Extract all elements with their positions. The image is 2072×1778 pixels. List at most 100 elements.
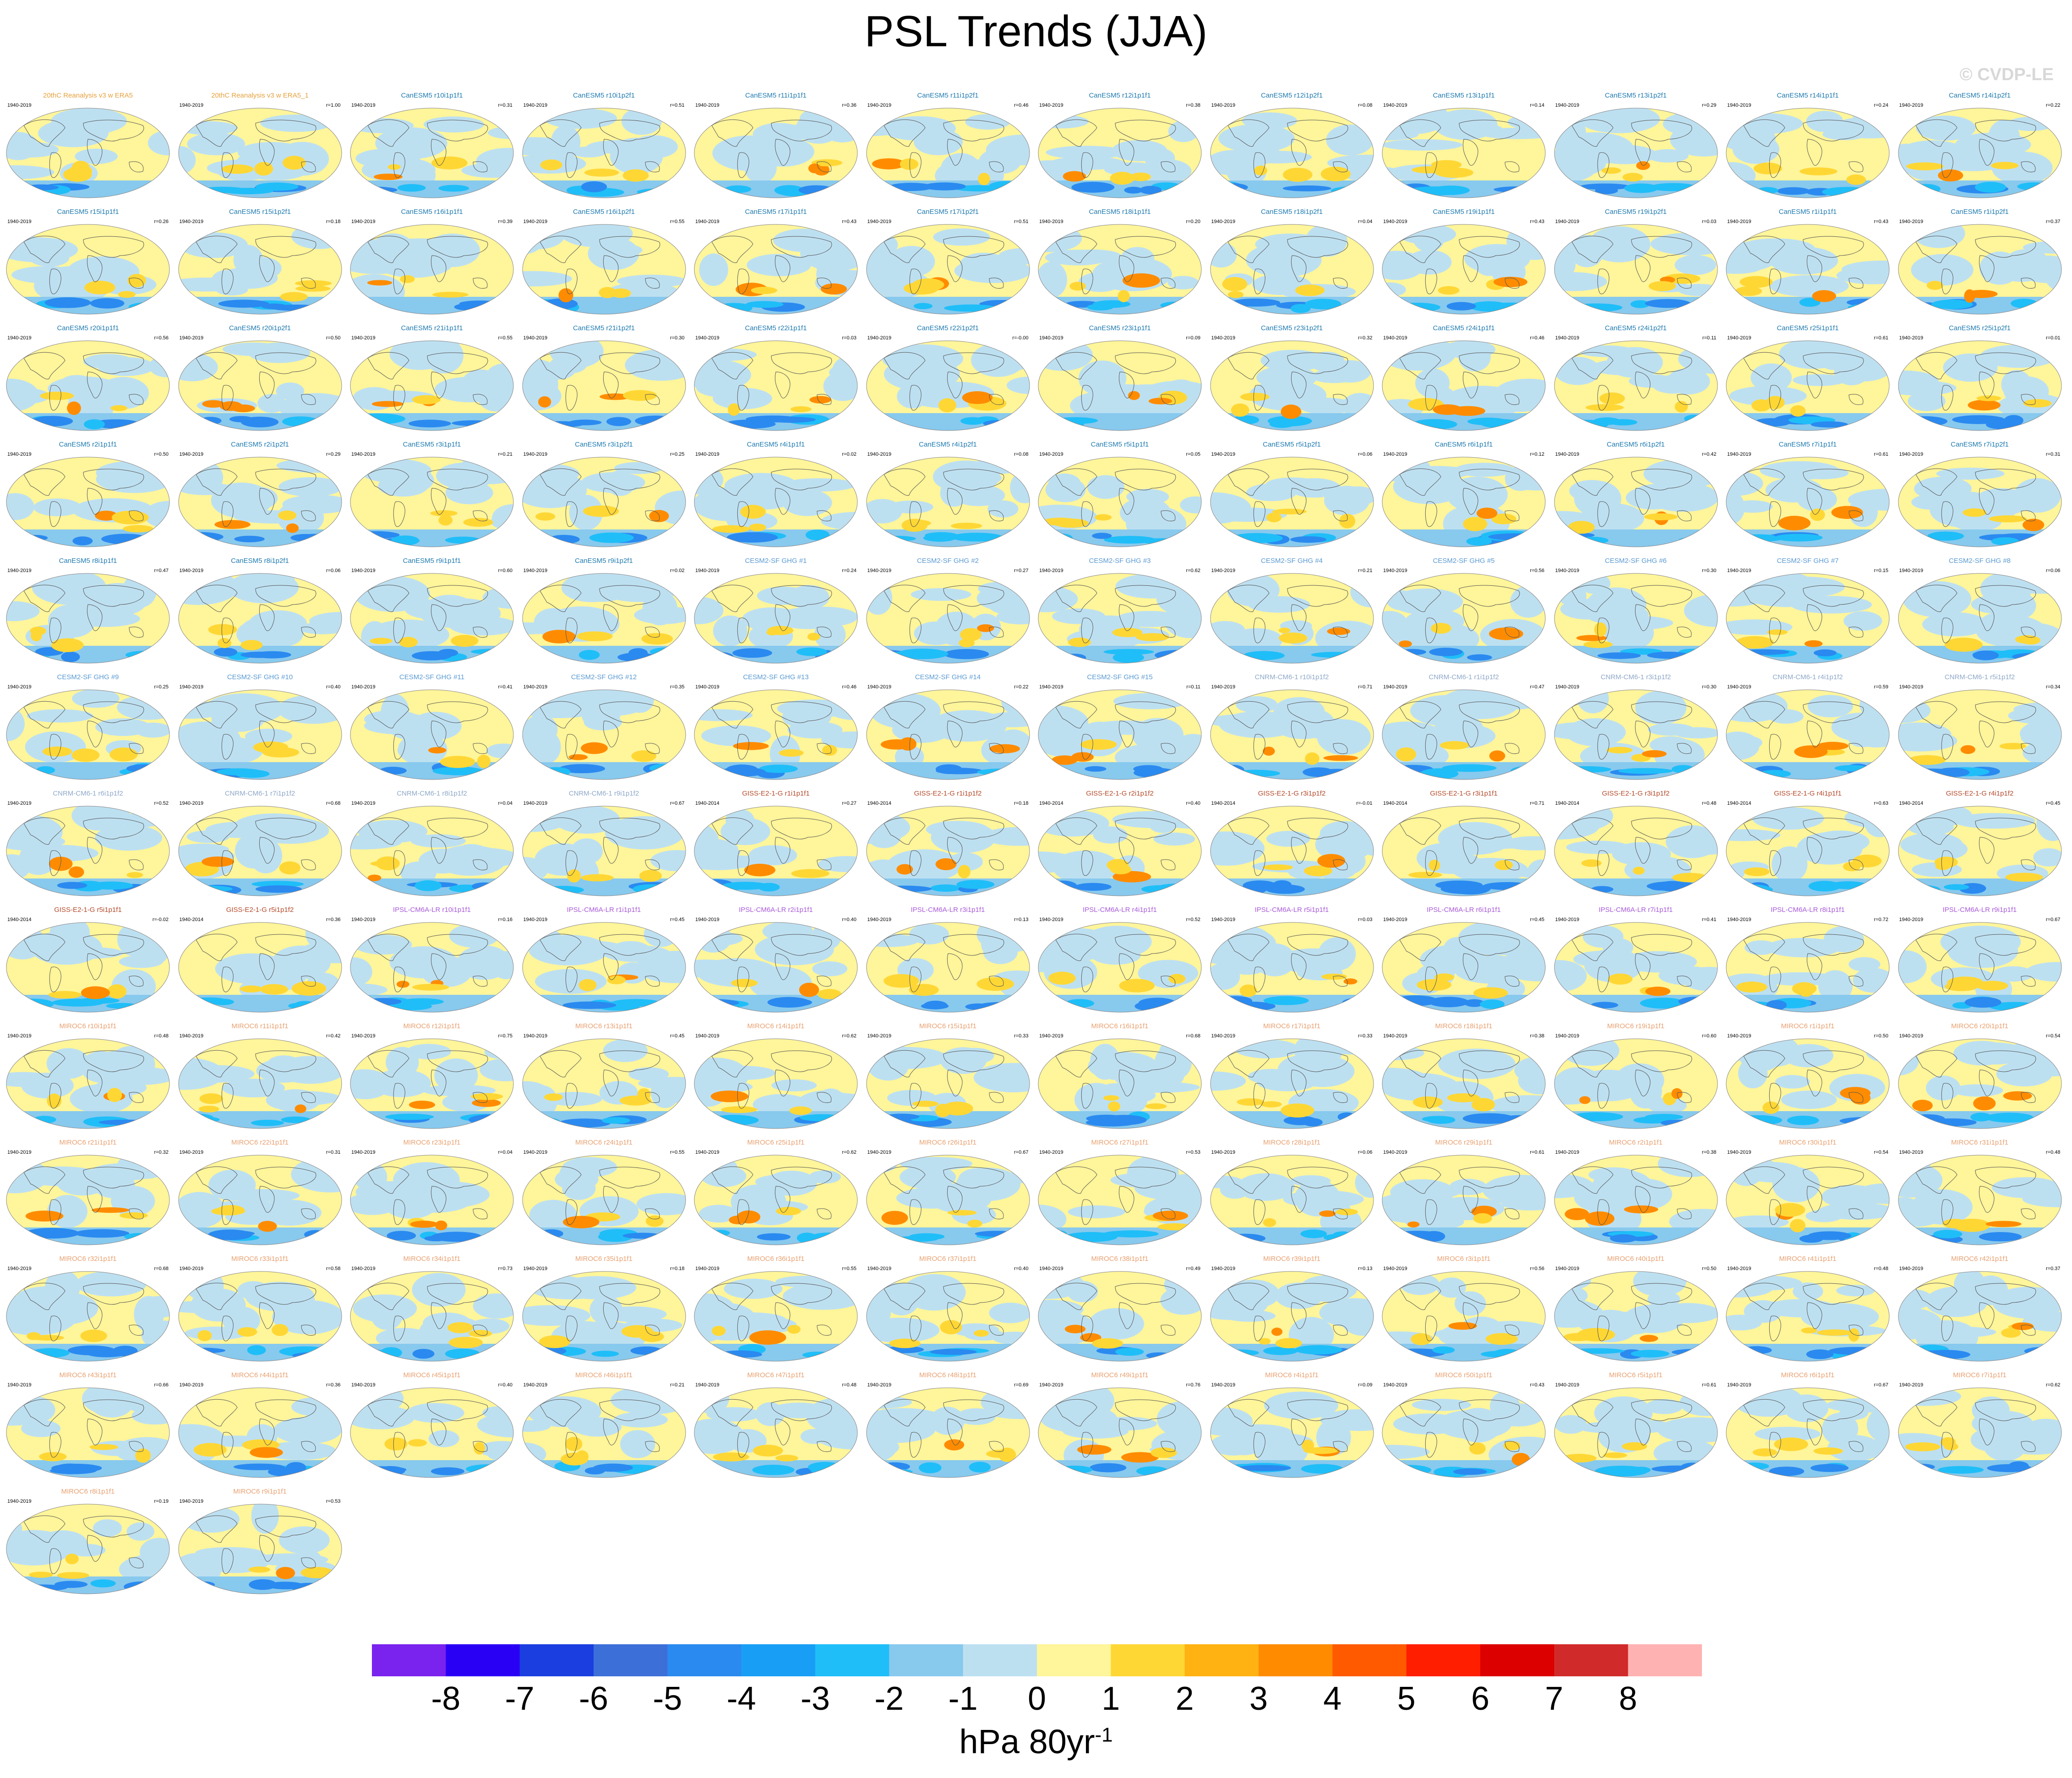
- panel-correlation: r=0.18: [1014, 801, 1029, 806]
- map-panel: MIROC6 r22i1p1f1 1940-2019 r=0.31: [178, 1139, 343, 1246]
- colorbar-tick-label: 6: [1471, 1680, 1490, 1717]
- trend-map: [6, 1271, 170, 1362]
- map-panel: CanESM5 r24i1p1f1 1940-2019 r=0.46: [1381, 324, 1546, 432]
- panel-correlation: r=0.46: [842, 684, 857, 690]
- map-panel: MIROC6 r47i1p1f1 1940-2019 r=0.48: [693, 1371, 858, 1479]
- panel-title: MIROC6 r10i1p1f1: [59, 1022, 117, 1030]
- panel-title: MIROC6 r15i1p1f1: [919, 1022, 977, 1030]
- panel-period: 1940-2019: [1039, 335, 1063, 341]
- panel-correlation: r=0.33: [1014, 1033, 1029, 1039]
- panel-correlation: r=0.67: [670, 801, 685, 806]
- colorbar-tick-label: -8: [431, 1680, 461, 1717]
- panel-title: MIROC6 r27i1p1f1: [1091, 1139, 1149, 1146]
- trend-map: [522, 1271, 686, 1362]
- trend-map: [350, 922, 514, 1013]
- panel-correlation: r=0.62: [2046, 1382, 2061, 1388]
- panel-title: MIROC6 r35i1p1f1: [575, 1255, 633, 1263]
- map-panel: MIROC6 r28i1p1f1 1940-2019 r=0.06: [1210, 1139, 1374, 1246]
- map-panel: IPSL-CM6A-LR r2i1p1f1 1940-2019 r=0.40: [693, 906, 858, 1014]
- map-panel: CESM2-SF GHG #6 1940-2019 r=0.30: [1554, 557, 1718, 665]
- panel-title: CanESM5 r22i1p1f1: [745, 324, 807, 332]
- trend-map: [522, 1155, 686, 1245]
- map-panel: MIROC6 r30i1p1f1 1940-2019 r=0.54: [1725, 1139, 1890, 1246]
- panel-period: 1940-2019: [523, 1266, 548, 1271]
- panel-period: 1940-2019: [523, 684, 548, 690]
- colorbar-tick-label: 5: [1397, 1680, 1416, 1717]
- panel-correlation: r=0.59: [1874, 684, 1889, 690]
- map-panel: MIROC6 r33i1p1f1 1940-2019 r=0.58: [178, 1255, 343, 1363]
- panel-period: 1940-2019: [867, 1266, 892, 1271]
- colorbar-tick-label: 3: [1249, 1680, 1268, 1717]
- map-panel: IPSL-CM6A-LR r6i1p1f1 1940-2019 r=0.45: [1381, 906, 1546, 1014]
- map-panel: CanESM5 r13i1p1f1 1940-2019 r=0.14: [1381, 92, 1546, 199]
- panel-correlation: r=0.22: [2046, 103, 2061, 108]
- panel-title: CNRM-CM6-1 r10i1p1f2: [1254, 673, 1329, 681]
- panel-period: 1940-2019: [179, 1382, 204, 1388]
- panel-correlation: r=0.31: [326, 1150, 341, 1155]
- panel-period: 1940-2019: [351, 684, 376, 690]
- panel-correlation: r=0.08: [1014, 452, 1029, 457]
- trend-map: [178, 922, 342, 1013]
- trend-map: [866, 1387, 1030, 1478]
- panel-correlation: r=0.27: [1014, 568, 1029, 573]
- map-panel: MIROC6 r15i1p1f1 1940-2019 r=0.33: [866, 1022, 1031, 1130]
- panel-correlation: r=0.09: [1358, 1382, 1373, 1388]
- trend-map: [694, 1387, 858, 1478]
- colorbar-tick-label: -5: [653, 1680, 682, 1717]
- panel-title: CanESM5 r6i1p1f1: [1434, 441, 1493, 448]
- panel-title: IPSL-CM6A-LR r3i1p1f1: [911, 906, 985, 914]
- panel-title: CanESM5 r8i1p1f1: [59, 557, 117, 565]
- trend-map: [6, 340, 170, 431]
- panel-correlation: r=0.46: [1530, 335, 1545, 341]
- panel-title: CanESM5 r20i1p1f1: [57, 324, 119, 332]
- trend-map: [1210, 689, 1374, 780]
- panel-period: 1940-2019: [1211, 103, 1236, 108]
- panel-title: CESM2-SF GHG #13: [743, 673, 809, 681]
- panel-title: MIROC6 r1i1p1f1: [1781, 1022, 1835, 1030]
- panel-title: CESM2-SF GHG #5: [1433, 557, 1495, 565]
- panel-title: CanESM5 r14i1p1f1: [1777, 92, 1839, 99]
- panel-period: 1940-2019: [867, 452, 892, 457]
- watermark: © CVDP-LE: [1959, 65, 2054, 84]
- panel-period: 1940-2019: [179, 568, 204, 573]
- panel-correlation: r=0.40: [498, 1382, 513, 1388]
- panel-period: 1940-2019: [1211, 917, 1236, 922]
- panel-correlation: r=0.62: [1186, 568, 1201, 573]
- colorbar-segment: [815, 1644, 889, 1676]
- panel-title: GISS-E2-1-G r5i1p1f1: [54, 906, 122, 914]
- panel-correlation: r=0.76: [1186, 1382, 1201, 1388]
- panel-title: CESM2-SF GHG #3: [1089, 557, 1151, 565]
- trend-map: [1554, 1155, 1718, 1245]
- panel-period: 1940-2019: [1727, 452, 1751, 457]
- panel-title: IPSL-CM6A-LR r9i1p1f1: [1942, 906, 2017, 914]
- map-panel: CanESM5 r6i1p2f1 1940-2019 r=0.42: [1554, 441, 1718, 548]
- panel-title: MIROC6 r25i1p1f1: [747, 1139, 805, 1146]
- colorbar-segment: [1406, 1644, 1481, 1676]
- panel-period: 1940-2019: [1211, 1266, 1236, 1271]
- panel-correlation: r=0.56: [154, 335, 169, 341]
- panel-correlation: r=0.45: [2046, 801, 2061, 806]
- panel-title: CanESM5 r21i1p2f1: [573, 324, 635, 332]
- map-panel: MIROC6 r6i1p1f1 1940-2019 r=0.67: [1725, 1371, 1890, 1479]
- trend-map: [1898, 922, 2061, 1013]
- trend-map: [1382, 108, 1546, 198]
- trend-map: [1382, 806, 1546, 896]
- panel-period: 1940-2019: [695, 1382, 720, 1388]
- panel-correlation: r=0.54: [2046, 1033, 2061, 1039]
- panel-title: CanESM5 r1i1p2f1: [1951, 208, 2009, 216]
- map-panel: MIROC6 r36i1p1f1 1940-2019 r=0.55: [693, 1255, 858, 1363]
- panel-title: MIROC6 r20i1p1f1: [1951, 1022, 2009, 1030]
- map-panel: CanESM5 r16i1p2f1 1940-2019 r=0.55: [522, 208, 687, 316]
- panel-correlation: r=0.51: [670, 103, 685, 108]
- map-panel: MIROC6 r4i1p1f1 1940-2019 r=0.09: [1210, 1371, 1374, 1479]
- map-panel: MIROC6 r17i1p1f1 1940-2019 r=0.33: [1210, 1022, 1374, 1130]
- panel-period: 1940-2019: [1727, 1150, 1751, 1155]
- panel-period: 1940-2014: [1555, 801, 1580, 806]
- panel-period: 1940-2019: [1039, 917, 1063, 922]
- trend-map: [1726, 1038, 1890, 1129]
- panel-correlation: r=0.26: [154, 219, 169, 224]
- trend-map: [866, 922, 1030, 1013]
- trend-map: [6, 1155, 170, 1245]
- panel-title: CanESM5 r2i1p2f1: [231, 441, 289, 448]
- trend-map: [1898, 1038, 2061, 1129]
